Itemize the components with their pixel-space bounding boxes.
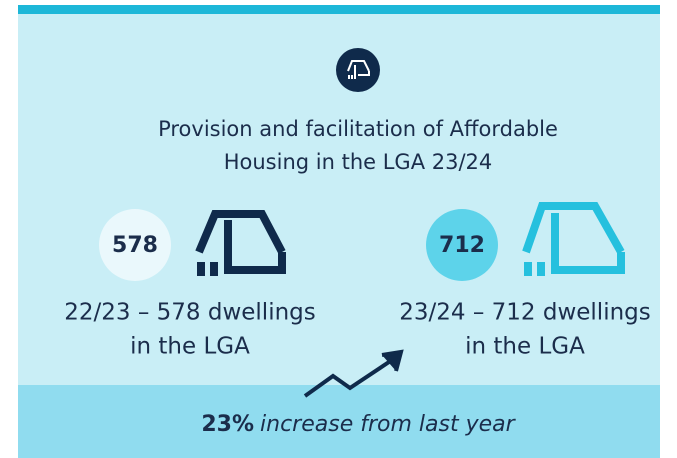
- caption-line: in the LGA: [130, 334, 250, 360]
- trend-arrow: [303, 349, 404, 398]
- caption-line: in the LGA: [465, 334, 585, 360]
- footer-band: [18, 385, 660, 458]
- badge: [426, 209, 498, 281]
- house-icon: [522, 202, 625, 276]
- title-line: Housing in the LGA 23/24: [224, 150, 493, 174]
- footer-text: increase from last year: [260, 412, 517, 437]
- top-bar: [18, 5, 660, 14]
- caption-line: 23/24 – 712 dwellings: [399, 300, 651, 326]
- caption-line: 22/23 – 578 dwellings: [64, 300, 316, 326]
- badge-value: 578: [112, 233, 158, 258]
- house-icon: [195, 210, 286, 276]
- header-house: [347, 60, 370, 79]
- footer-highlight: 23%: [201, 412, 254, 437]
- badge: [99, 209, 171, 281]
- badge-value: 712: [439, 233, 485, 258]
- footer: 23% increase from last year: [201, 412, 516, 437]
- title-line: Provision and facilitation of Affordable: [158, 117, 558, 141]
- header-icon: [336, 48, 380, 92]
